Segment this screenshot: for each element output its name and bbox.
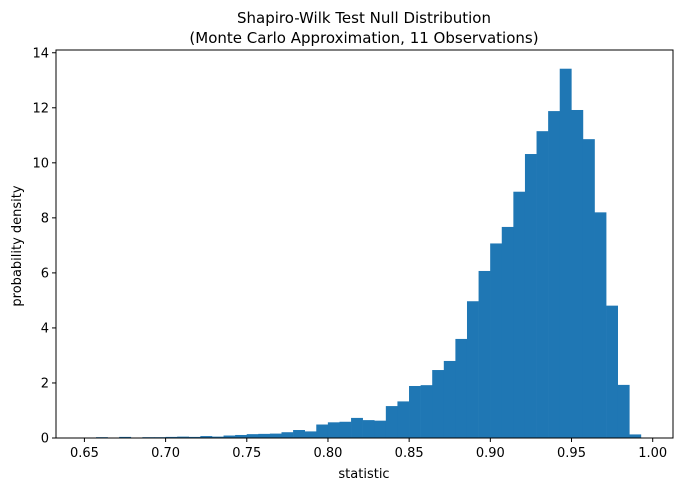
- histogram-bar: [501, 226, 514, 438]
- histogram-bar: [571, 109, 584, 439]
- histogram-bar: [524, 154, 537, 438]
- histogram-bar: [374, 420, 387, 438]
- histogram-bar: [536, 131, 549, 438]
- histogram-bar: [200, 436, 213, 438]
- histogram-bar: [617, 384, 630, 438]
- y-tick-label: 6: [41, 266, 49, 281]
- histogram-bar: [606, 305, 618, 438]
- y-tick-label: 4: [41, 321, 49, 336]
- histogram-bar: [490, 243, 503, 438]
- histogram-bar: [466, 301, 479, 438]
- histogram-bar: [397, 401, 410, 438]
- histogram-bar: [235, 434, 248, 438]
- x-tick-label: 0.95: [557, 446, 586, 461]
- x-tick-label: 0.65: [70, 446, 99, 461]
- histogram-bar: [304, 431, 317, 438]
- y-tick-label: 2: [41, 376, 49, 391]
- y-tick-label: 8: [41, 211, 49, 226]
- x-tick-label: 0.90: [476, 446, 505, 461]
- histogram-bar: [385, 406, 398, 438]
- histogram-bar: [258, 433, 271, 438]
- histogram-bar: [316, 424, 329, 438]
- histogram-bar: [165, 436, 178, 438]
- x-tick-label: 0.70: [151, 446, 180, 461]
- histogram-bar: [443, 360, 456, 438]
- histogram-bar: [629, 434, 642, 438]
- histogram-bar: [211, 436, 224, 438]
- chart-title: Shapiro-Wilk Test Null Distribution: [237, 9, 491, 27]
- x-tick-label: 0.75: [232, 446, 261, 461]
- histogram-bar: [594, 212, 607, 438]
- histogram-bar: [362, 420, 375, 438]
- histogram-bar: [432, 370, 445, 438]
- histogram-bar: [188, 436, 201, 438]
- histogram-bar: [420, 385, 433, 438]
- histogram-bar: [223, 435, 236, 438]
- histogram-bar: [455, 338, 468, 438]
- x-axis-ticks: 0.65 0.70 0.75 0.80 0.85 0.90 0.95 1.00: [70, 438, 667, 461]
- x-axis-label: statistic: [338, 467, 389, 482]
- x-tick-label: 0.85: [395, 446, 424, 461]
- y-tick-label: 0: [41, 432, 49, 447]
- histogram-bar: [339, 421, 352, 438]
- y-axis-label: probability density: [10, 185, 25, 306]
- chart-subtitle: (Monte Carlo Approximation, 11 Observati…: [189, 29, 538, 47]
- histogram-bars: [84, 68, 642, 439]
- histogram-bar: [548, 111, 561, 439]
- plot-frame: [55, 49, 674, 439]
- y-tick-label: 14: [32, 46, 49, 61]
- y-axis-ticks: 0 2 4 6 8 10 12 14: [32, 46, 56, 447]
- histogram-bar: [293, 430, 305, 438]
- histogram-bar: [177, 436, 190, 438]
- histogram-bar: [269, 433, 282, 438]
- histogram-bar: [513, 191, 526, 438]
- histogram-bar: [327, 422, 340, 438]
- x-tick-label: 1.00: [638, 446, 667, 461]
- histogram-bar: [478, 270, 491, 438]
- y-tick-label: 10: [32, 156, 49, 171]
- histogram-bar: [119, 436, 132, 438]
- histogram-bar: [559, 68, 572, 438]
- x-tick-label: 0.80: [313, 446, 342, 461]
- histogram-bar: [582, 139, 595, 438]
- y-tick-label: 12: [32, 101, 49, 116]
- histogram-bar: [281, 432, 294, 438]
- histogram-bar: [351, 417, 363, 438]
- histogram-bar: [409, 385, 421, 438]
- histogram-bar: [246, 434, 259, 438]
